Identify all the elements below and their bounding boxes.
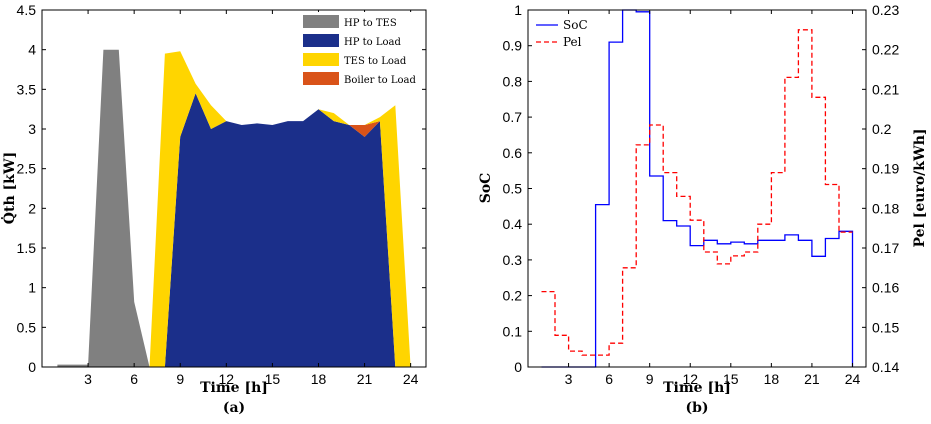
y-tick-label: 2.5 <box>17 161 37 177</box>
y-tick-label: 2 <box>28 200 36 216</box>
chart-b-xlabel: Time [h] <box>663 380 731 396</box>
y-tick-label: 0.3 <box>503 252 523 268</box>
x-tick-label: 3 <box>565 371 573 387</box>
legend-swatch-tes-to-load <box>303 53 339 66</box>
x-tick-label: 18 <box>764 371 780 387</box>
y-tick-label: 0.1 <box>503 323 523 339</box>
x-tick-label: 24 <box>403 371 419 387</box>
y-tick-label: 0.8 <box>503 73 523 89</box>
legend-label-tes-to-load: TES to Load <box>344 56 407 67</box>
chart-a-caption: (a) <box>223 400 245 416</box>
x-tick-label: 6 <box>605 371 613 387</box>
chart-b: 3 6 9 12 15 18 21 24 0 0.1 0.2 0.3 0.4 0.5 0.6 0.7 0.8 0.… <box>478 2 928 416</box>
y-tick-label: 0.5 <box>503 181 523 197</box>
legend-label-boiler-to-load: Boiler to Load <box>344 75 416 86</box>
chart-b-lines <box>541 9 854 368</box>
y-tick-label: 0.4 <box>503 216 523 232</box>
y-right-tick-label: 0.2 <box>872 121 892 137</box>
y-tick-label: 0.7 <box>503 109 523 125</box>
y-right-tick-label: 0.16 <box>872 280 899 296</box>
y-tick-label: 0.2 <box>503 288 523 304</box>
x-tick-label: 3 <box>84 371 92 387</box>
y-right-tick-label: 0.21 <box>872 81 899 97</box>
y-tick-label: 1.5 <box>17 240 37 256</box>
legend-swatch-hp-to-load <box>303 34 339 47</box>
legend-swatch-hp-to-tes <box>303 15 339 28</box>
legend-swatch-boiler-to-load <box>303 72 339 85</box>
chart-a-areas <box>57 49 411 367</box>
x-tick-label: 6 <box>130 371 138 387</box>
y-right-tick-label: 0.15 <box>872 319 899 335</box>
legend-label-hp-to-tes: HP to TES <box>344 18 397 29</box>
legend-label-soc: SoC <box>563 18 588 32</box>
y-tick-label: 3 <box>28 121 36 137</box>
y-right-tick-label: 0.22 <box>872 42 899 58</box>
chart-a-xlabel: Time [h] <box>200 380 268 396</box>
area-hp-to-load <box>57 49 411 367</box>
x-tick-label: 15 <box>723 371 739 387</box>
x-tick-label: 9 <box>176 371 184 387</box>
chart-b-caption: (b) <box>685 400 708 416</box>
y-tick-label: 1 <box>514 2 522 18</box>
y-right-tick-label: 0.18 <box>872 200 899 216</box>
chart-a-ylabel: Q̇th [kW] <box>0 152 18 224</box>
series-pel <box>541 29 853 356</box>
x-tick-label: 24 <box>845 371 861 387</box>
chart-b-ylabel-right: Pel [euro/kWh] <box>912 128 928 247</box>
y-right-tick-label: 0.19 <box>872 161 899 177</box>
chart-a: 3 6 9 12 15 18 21 24 0 0.5 1 1.5 2 2.5 3 3.5 4 4.5 HP to … <box>0 2 427 416</box>
y-tick-label: 0.9 <box>503 38 523 54</box>
x-tick-label: 15 <box>265 371 281 387</box>
y-tick-label: 0.6 <box>503 145 523 161</box>
y-tick-label: 3.5 <box>17 81 37 97</box>
area-hp-to-tes <box>57 49 411 367</box>
y-tick-label: 0 <box>514 359 522 375</box>
x-tick-label: 21 <box>357 371 373 387</box>
chart-b-ticks: 3 6 9 12 15 18 21 24 0 0.1 0.2 0.3 0.4 0.5 0.6 0.7 0.8 0.… <box>503 2 900 387</box>
x-tick-label: 21 <box>804 371 820 387</box>
chart-b-plot-area <box>528 10 866 367</box>
x-tick-label: 12 <box>682 371 698 387</box>
y-tick-label: 0.5 <box>17 319 37 335</box>
y-tick-label: 4.5 <box>17 2 37 18</box>
x-tick-label: 9 <box>646 371 654 387</box>
legend-box <box>532 14 604 54</box>
y-tick-label: 4 <box>28 42 36 58</box>
y-tick-label: 1 <box>28 280 36 296</box>
x-tick-label: 18 <box>311 371 327 387</box>
chart-b-ylabel: SoC <box>478 173 494 204</box>
legend-label-hp-to-load: HP to Load <box>344 37 401 48</box>
chart-a-frame <box>41 9 427 368</box>
x-tick-label: 12 <box>219 371 235 387</box>
chart-a-ticks: 3 6 9 12 15 18 21 24 0 0.5 1 1.5 2 2.5 3 3.5 4 4.5 <box>17 2 426 387</box>
y-right-tick-label: 0.14 <box>872 359 899 375</box>
legend-label-pel: Pel <box>563 35 582 49</box>
y-right-tick-label: 0.23 <box>872 2 899 18</box>
chart-b-legend: SoC Pel <box>532 14 604 54</box>
y-right-tick-label: 0.17 <box>872 240 899 256</box>
y-tick-label: 0 <box>28 359 36 375</box>
chart-a-legend: HP to TES HP to Load TES to Load Boiler to … <box>300 12 422 92</box>
